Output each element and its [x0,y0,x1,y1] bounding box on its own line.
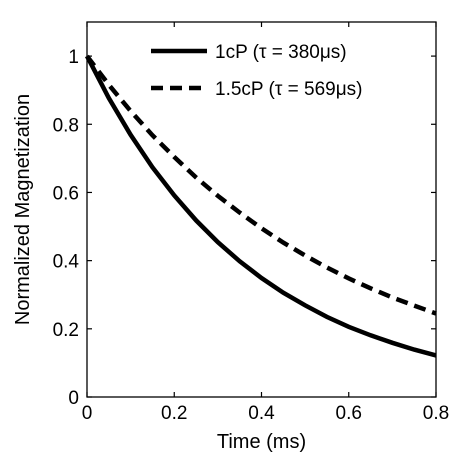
series-lines [85,54,437,358]
series-line-1 [85,55,437,358]
x-tick-label: 0 [82,403,93,424]
y-tick-label: 0.8 [53,115,79,136]
legend: 1cP (τ = 380μs) 1.5cP (τ = 569μs) [151,42,362,100]
x-tick-label: 0.8 [423,403,449,424]
x-axis-label: Time (ms) [217,431,306,453]
x-tick-label: 0.2 [161,403,187,424]
x-tick-label: 0.6 [336,403,362,424]
y-axis-label: Normalized Magnetization [12,94,34,325]
x-tick-label: 0.4 [248,403,275,424]
plot-area [86,21,437,398]
axis-ticks: 0 0.2 0.4 0.6 0.8 0 0.2 0.4 0.6 0.8 1 [53,22,449,424]
y-tick-label: 0.2 [53,320,79,341]
legend-label-2: 1.5cP (τ = 569μs) [215,79,362,100]
y-tick-label: 0.6 [53,183,79,204]
y-tick-label: 0 [68,388,79,409]
legend-label-1: 1cP (τ = 380μs) [215,42,347,63]
y-tick-label: 1 [68,47,79,68]
y-tick-label: 0.4 [53,252,80,273]
